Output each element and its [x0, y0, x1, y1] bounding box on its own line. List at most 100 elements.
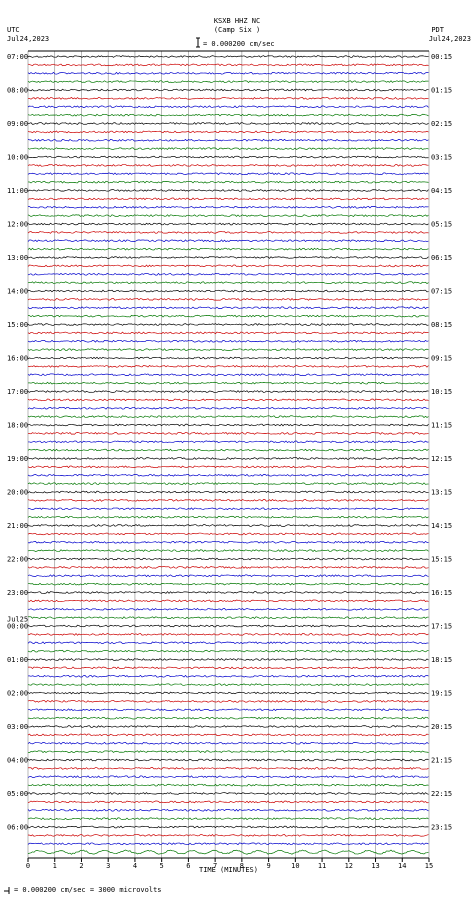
- left-hour-label: 14:00: [7, 288, 28, 296]
- left-hour-label: 05:00: [7, 790, 28, 798]
- left-hour-label: 21:00: [7, 522, 28, 530]
- right-hour-label: 06:15: [431, 254, 452, 262]
- trace-48: [27, 448, 429, 452]
- trace-92: [27, 817, 429, 821]
- right-hour-label: 00:15: [431, 53, 452, 61]
- trace-4: [27, 80, 429, 83]
- trace-50: [27, 465, 429, 469]
- left-hour-label: 17:00: [7, 388, 28, 396]
- trace-18: [27, 197, 429, 201]
- trace-58: [27, 532, 429, 536]
- trace-95: [27, 842, 429, 846]
- x-tick-label-15: 15: [425, 862, 433, 870]
- right-hour-label: 20:15: [431, 723, 452, 731]
- right-hour-label: 03:15: [431, 154, 452, 162]
- footer-scale-note: = 0.000200 cm/sec = 3000 microvolts: [14, 886, 162, 894]
- trace-76: [27, 683, 429, 687]
- trace-93: [27, 825, 429, 829]
- right-hour-label: 04:15: [431, 187, 452, 195]
- left-hour-label: 12:00: [7, 221, 28, 229]
- trace-32: [27, 314, 429, 318]
- trace-67: [27, 607, 429, 611]
- trace-42: [27, 398, 429, 402]
- trace-3: [27, 71, 429, 75]
- right-hour-label: 22:15: [431, 790, 452, 798]
- trace-73: [27, 658, 429, 661]
- trace-79: [27, 708, 429, 712]
- trace-25: [27, 256, 429, 259]
- left-hour-label: 01:00: [7, 656, 28, 664]
- trace-15: [27, 172, 429, 176]
- right-hour-label: 08:15: [431, 321, 452, 329]
- trace-9: [27, 122, 429, 125]
- right-hour-label: 19:15: [431, 690, 452, 698]
- trace-36: [27, 348, 429, 351]
- trace-35: [27, 339, 429, 343]
- left-hour-label: 22:00: [7, 556, 28, 564]
- left-hour-label: 11:00: [7, 187, 28, 195]
- trace-49: [27, 457, 429, 460]
- trace-80: [27, 716, 429, 720]
- trace-17: [27, 189, 429, 192]
- trace-20: [27, 214, 429, 218]
- trace-30: [27, 298, 429, 301]
- trace-78: [27, 699, 429, 703]
- trace-11: [27, 138, 429, 142]
- right-date: Jul24,2023: [428, 35, 471, 43]
- trace-5: [27, 88, 429, 92]
- left-hour-label: 07:00: [7, 53, 28, 61]
- right-hour-label: 05:15: [431, 221, 452, 229]
- trace-43: [27, 406, 429, 410]
- left-hour-label: 18:00: [7, 422, 28, 430]
- x-tick-label-2: 2: [79, 862, 83, 870]
- trace-19: [27, 205, 429, 209]
- trace-39: [27, 373, 429, 377]
- trace-87: [27, 775, 429, 779]
- right-timezone: PDT: [431, 26, 444, 34]
- trace-59: [27, 540, 429, 544]
- trace-21: [27, 222, 429, 226]
- left-hour-label: 02:00: [7, 690, 28, 698]
- trace-82: [27, 733, 429, 737]
- trace-22: [27, 231, 429, 234]
- x-tick-label-14: 14: [398, 862, 406, 870]
- trace-69: [27, 624, 429, 628]
- trace-75: [27, 674, 429, 678]
- scale-text: = 0.000200 cm/sec: [203, 40, 275, 48]
- trace-12: [27, 147, 429, 150]
- trace-8: [27, 113, 429, 117]
- trace-53: [27, 490, 429, 494]
- trace-83: [27, 741, 429, 745]
- x-tick-label-6: 6: [186, 862, 190, 870]
- trace-66: [27, 599, 429, 603]
- x-tick-label-7: 7: [213, 862, 217, 870]
- left-hour-label: 08:00: [7, 87, 28, 95]
- left-date-marker: Jul25: [7, 616, 28, 624]
- left-hour-label: 13:00: [7, 254, 28, 262]
- left-timezone: UTC: [7, 26, 20, 34]
- trace-77: [27, 691, 429, 695]
- trace-37: [27, 356, 429, 360]
- trace-55: [27, 507, 429, 511]
- right-hour-label: 14:15: [431, 522, 452, 530]
- x-tick-label-5: 5: [160, 862, 164, 870]
- trace-46: [27, 432, 429, 435]
- trace-6: [27, 96, 429, 100]
- trace-27: [27, 272, 429, 276]
- x-tick-label-11: 11: [318, 862, 326, 870]
- trace-96: [27, 849, 429, 855]
- x-tick-label-0: 0: [26, 862, 30, 870]
- x-tick-label-12: 12: [345, 862, 353, 870]
- x-tick-label-8: 8: [240, 862, 244, 870]
- x-axis-label: TIME (MINUTES): [199, 866, 258, 874]
- trace-84: [27, 750, 429, 754]
- right-hour-label: 09:15: [431, 355, 452, 363]
- trace-94: [27, 834, 429, 837]
- trace-40: [27, 381, 429, 385]
- right-hour-label: 16:15: [431, 589, 452, 597]
- trace-29: [27, 289, 429, 293]
- trace-45: [27, 423, 429, 427]
- trace-1: [27, 55, 429, 58]
- trace-33: [27, 323, 429, 326]
